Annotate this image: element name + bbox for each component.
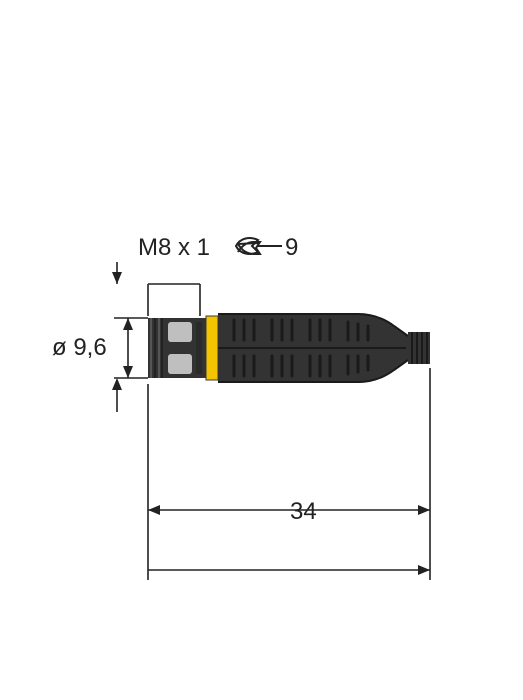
color-band [206,316,218,380]
connector-body [148,314,430,382]
tech-drawing: M8 x 1 9 ø 9,6 34 [0,0,523,700]
thread-label: M8 x 1 [138,234,210,262]
dimension-lines [112,238,430,580]
wrench-label: 9 [285,234,298,262]
grip-body [218,314,408,382]
diameter-label: ø 9,6 [52,334,107,362]
coupling-nut [148,318,206,378]
cable-gland [408,332,430,364]
length-label: 34 [290,498,317,526]
wrench-icon [236,238,282,254]
